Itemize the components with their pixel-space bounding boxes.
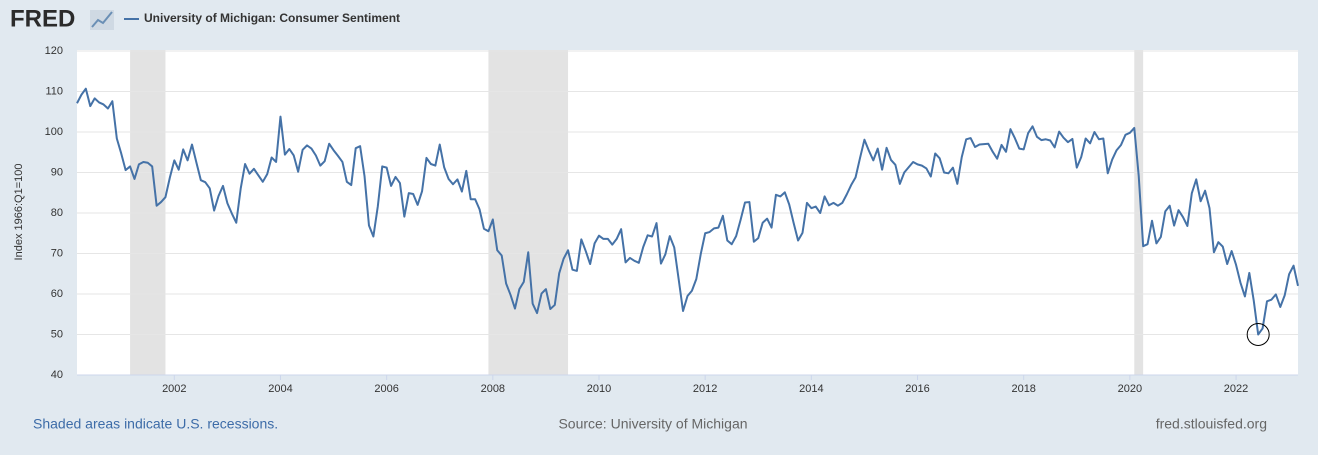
y-axis-label: Index 1966:Q1=100: [13, 164, 25, 261]
y-tick-label: 80: [51, 207, 63, 219]
logo-icon-line: [91, 11, 113, 28]
y-tick-label: 110: [45, 85, 63, 97]
x-tick-label: 2010: [587, 383, 611, 395]
y-tick-label: 120: [45, 45, 63, 57]
x-tick-label: 2016: [905, 383, 929, 395]
x-tick-label: 2020: [1118, 383, 1142, 395]
logo-icon-bg: [90, 10, 114, 30]
logo: FRED: [10, 5, 75, 32]
series-line: [76, 87, 1299, 336]
y-tick-label: 70: [51, 247, 63, 259]
x-tick-label: 2014: [799, 383, 823, 395]
x-tick-label: 2006: [374, 383, 398, 395]
x-tick-label: 2002: [162, 383, 186, 395]
x-tick-label: 2018: [1011, 383, 1035, 395]
highlight-marker: [1246, 323, 1270, 346]
logo-icon: [90, 10, 114, 30]
legend-label: University of Michigan: Consumer Sentime…: [144, 11, 400, 25]
y-tick-label: 100: [45, 126, 63, 138]
y-tick-label: 60: [51, 288, 63, 300]
x-tick-label: 2012: [693, 383, 717, 395]
x-tick-label: 2004: [268, 383, 292, 395]
site-link[interactable]: fred.stlouisfed.org: [1156, 416, 1267, 432]
recession-note[interactable]: Shaded areas indicate U.S. recessions.: [33, 416, 278, 432]
y-tick-label: 50: [51, 328, 63, 340]
source: Source: University of Michigan: [558, 416, 747, 432]
y-tick-label: 90: [51, 166, 63, 178]
y-tick-label: 40: [51, 369, 63, 381]
x-tick-label: 2022: [1224, 383, 1248, 395]
x-tick-label: 2008: [481, 383, 505, 395]
